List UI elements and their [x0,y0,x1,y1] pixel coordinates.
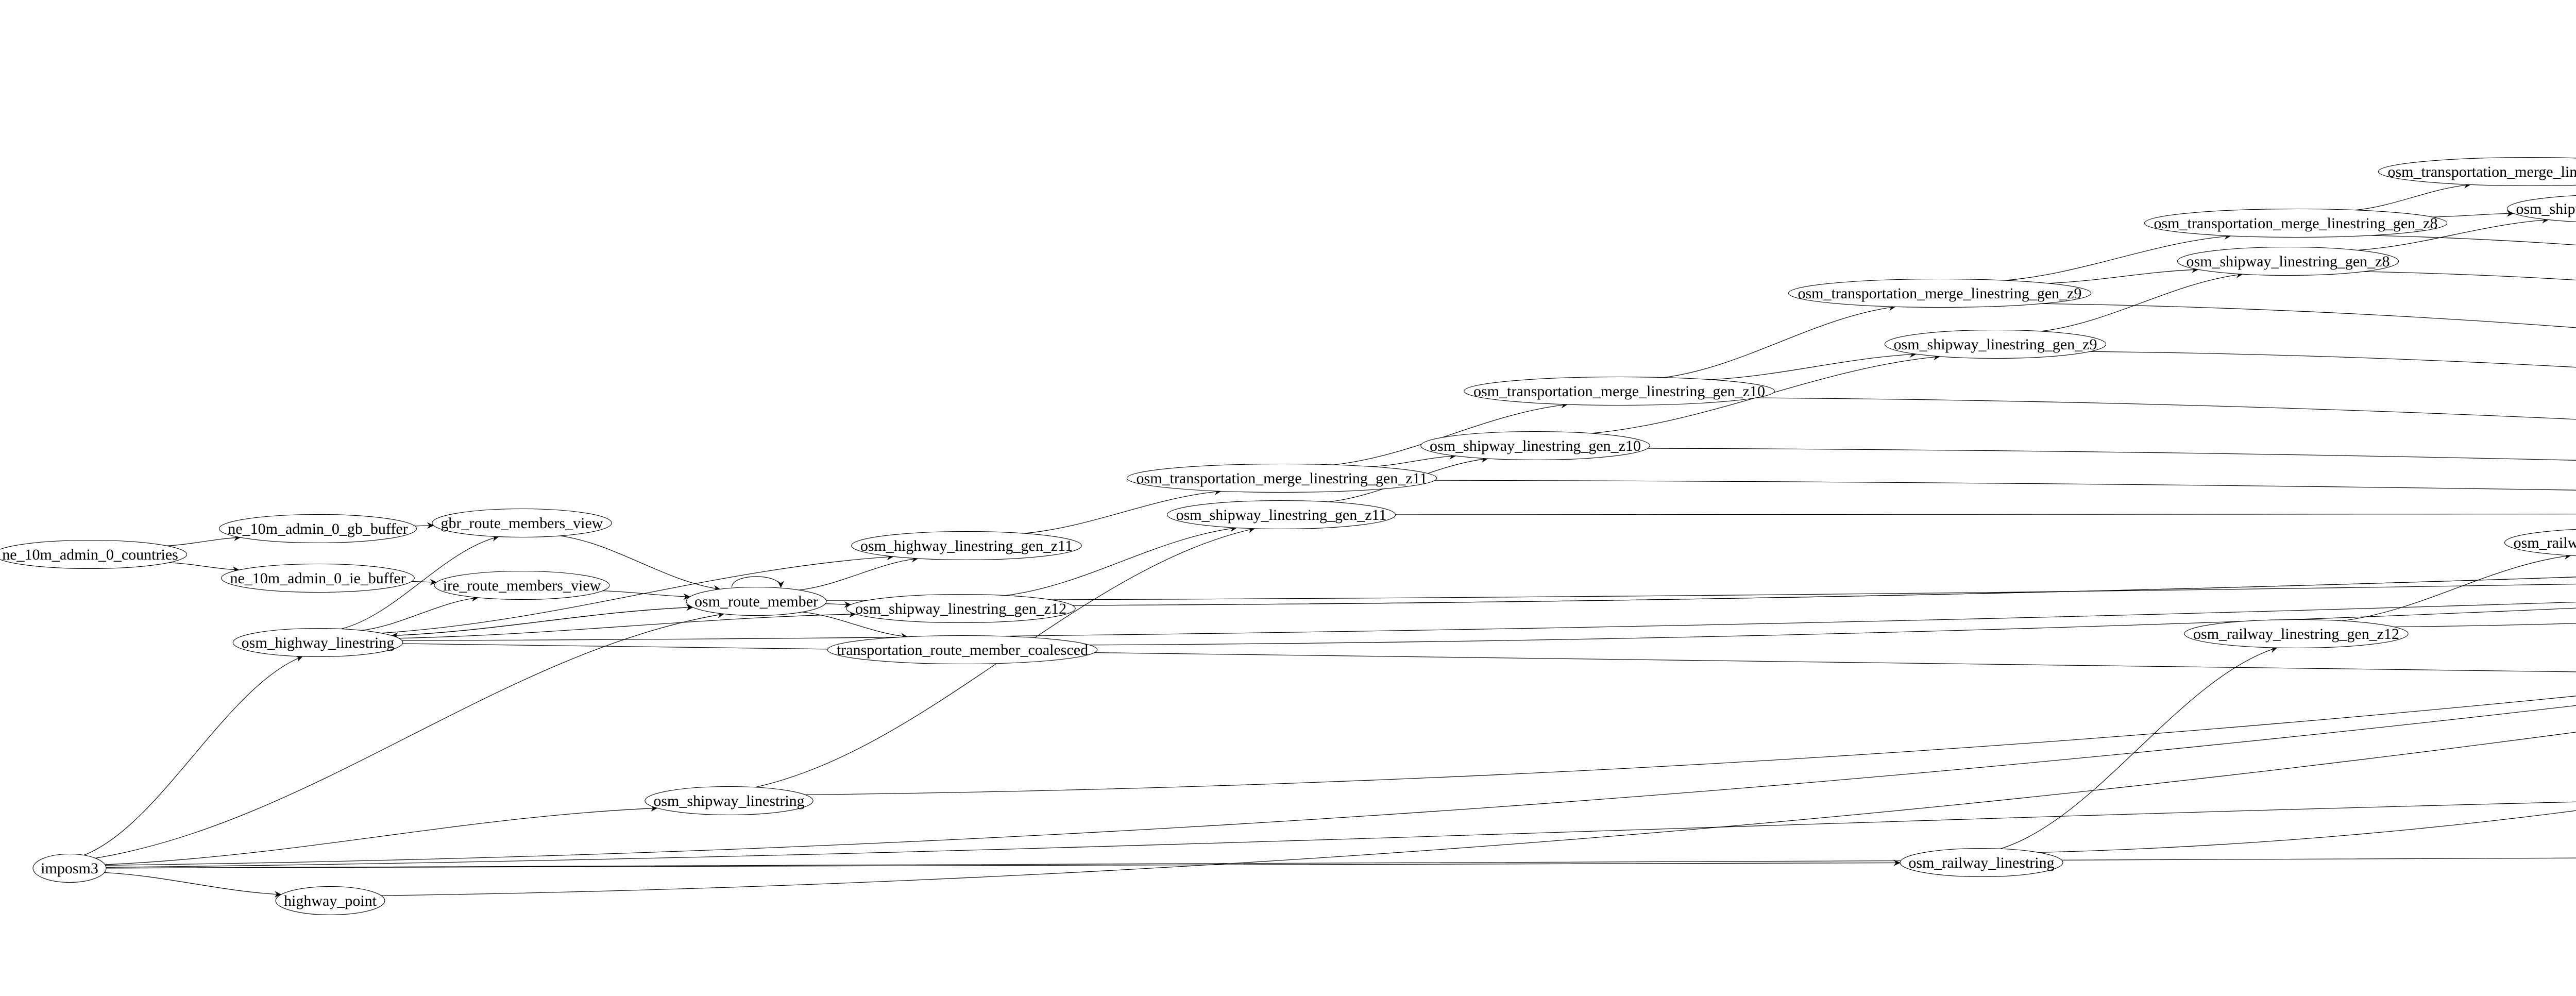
svg-text:ne_10m_admin_0_countries: ne_10m_admin_0_countries [2,546,178,563]
svg-text:osm_transportation_merge_lines: osm_transportation_merge_linestring_gen_… [1137,470,1428,487]
svg-text:osm_shipway_linestring_gen_z9: osm_shipway_linestring_gen_z9 [1894,336,2097,353]
svg-text:osm_transportation_merge_lines: osm_transportation_merge_linestring_gen_… [1473,383,1765,400]
svg-text:osm_railway_linestring: osm_railway_linestring [1908,854,2054,871]
svg-text:osm_highway_linestring: osm_highway_linestring [242,634,395,651]
svg-text:osm_transportation_merge_lines: osm_transportation_merge_linestring_gen_… [1798,285,2081,302]
svg-text:osm_shipway_linestring_gen_z10: osm_shipway_linestring_gen_z10 [1430,437,1641,454]
svg-text:osm_shipway_linestring_gen_z8: osm_shipway_linestring_gen_z8 [2187,253,2390,270]
svg-text:osm_shipway_linestring_gen_z12: osm_shipway_linestring_gen_z12 [855,600,1066,617]
svg-text:osm_transportation_merge_lines: osm_transportation_merge_linestring_gen_… [2387,163,2576,180]
svg-text:transportation_route_member_co: transportation_route_member_coalesced [837,642,1088,659]
svg-text:ne_10m_admin_0_ie_buffer: ne_10m_admin_0_ie_buffer [230,570,405,587]
svg-text:osm_railway_linestring_gen_z11: osm_railway_linestring_gen_z11 [2514,534,2576,551]
svg-text:gbr_route_members_view: gbr_route_members_view [441,515,603,532]
svg-text:ne_10m_admin_0_gb_buffer: ne_10m_admin_0_gb_buffer [228,520,408,537]
svg-text:ire_route_members_view: ire_route_members_view [443,577,601,594]
svg-text:osm_shipway_linestring_gen_z11: osm_shipway_linestring_gen_z11 [1176,507,1387,524]
svg-text:osm_route_member: osm_route_member [694,593,818,610]
svg-text:osm_transportation_merge_lines: osm_transportation_merge_linestring_gen_… [2154,215,2437,232]
svg-text:osm_shipway_linestring_gen_z7: osm_shipway_linestring_gen_z7 [2516,200,2576,217]
svg-text:osm_railway_linestring_gen_z12: osm_railway_linestring_gen_z12 [2193,626,2399,643]
svg-text:highway_point: highway_point [284,892,377,909]
svg-text:osm_shipway_linestring: osm_shipway_linestring [653,792,804,809]
svg-text:osm_highway_linestring_gen_z11: osm_highway_linestring_gen_z11 [860,537,1073,554]
svg-text:imposm3: imposm3 [41,860,98,877]
